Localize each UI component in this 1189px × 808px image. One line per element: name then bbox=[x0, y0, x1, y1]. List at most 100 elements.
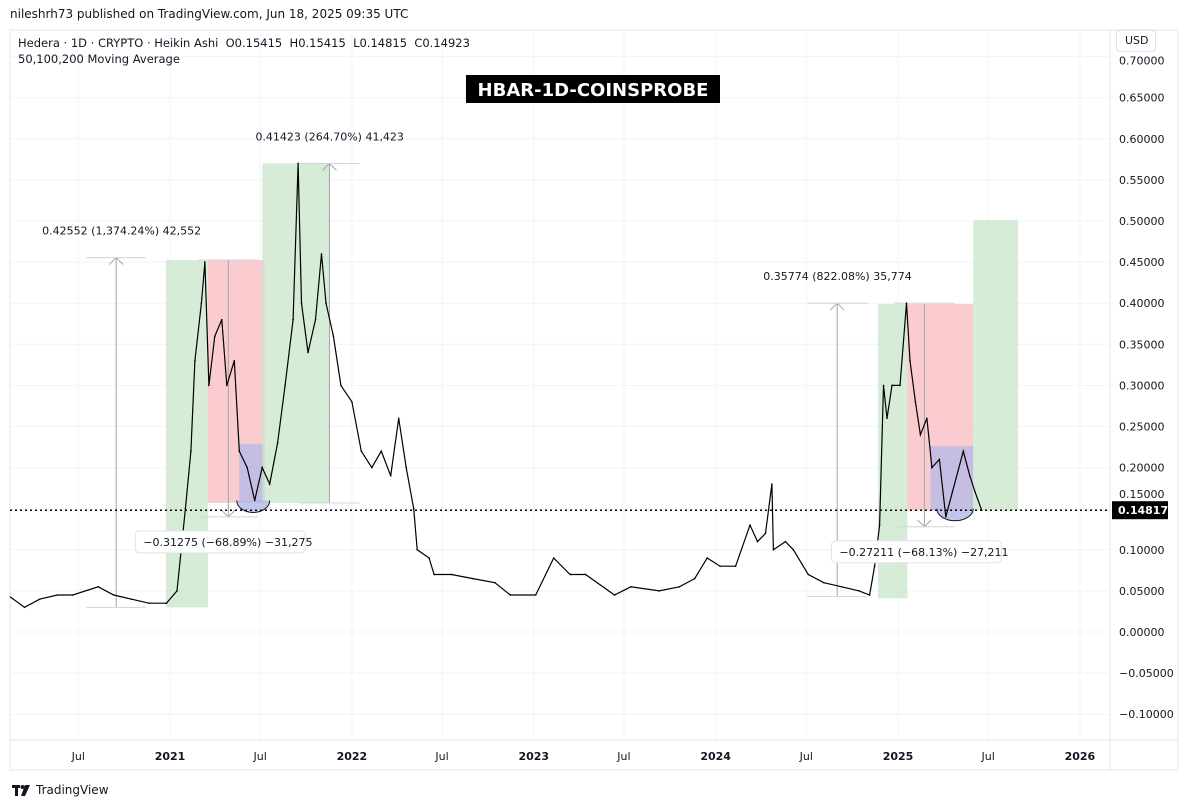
price-point bbox=[693, 577, 696, 580]
price-point bbox=[23, 606, 26, 609]
price-point bbox=[297, 162, 299, 165]
price-point bbox=[509, 594, 512, 596]
price-point bbox=[840, 585, 843, 588]
price-point bbox=[130, 598, 132, 600]
y-tick-label: 0.40000 bbox=[1119, 297, 1165, 310]
price-point bbox=[320, 253, 323, 255]
x-tick-label: Jul bbox=[71, 750, 85, 763]
price-point bbox=[749, 524, 751, 526]
current-price-label: 0.14817 bbox=[1118, 504, 1168, 517]
x-tick-label: 2024 bbox=[700, 750, 731, 763]
price-point bbox=[412, 507, 415, 510]
current-price-badge bbox=[1112, 501, 1168, 520]
y-tick-label: 0.65000 bbox=[1119, 92, 1165, 105]
drawing-box bbox=[262, 163, 330, 503]
y-tick-label: 0.10000 bbox=[1119, 544, 1165, 557]
price-point bbox=[938, 458, 941, 461]
price-point bbox=[974, 491, 977, 494]
price-point bbox=[472, 577, 474, 580]
price-point bbox=[552, 557, 555, 559]
price-point bbox=[253, 499, 256, 502]
tradingview-brand: TradingView bbox=[12, 783, 109, 797]
price-point bbox=[450, 573, 453, 576]
price-point bbox=[276, 442, 279, 444]
price-point bbox=[886, 417, 888, 420]
price-line bbox=[10, 163, 983, 609]
price-point bbox=[148, 602, 150, 605]
price-point bbox=[756, 540, 759, 543]
price-point bbox=[873, 565, 876, 568]
price-point bbox=[951, 491, 954, 494]
price-point bbox=[771, 483, 773, 485]
price-point bbox=[882, 384, 885, 387]
y-tick-label: 0.45000 bbox=[1119, 256, 1165, 269]
price-point bbox=[238, 450, 241, 452]
price-point bbox=[190, 450, 192, 452]
y-tick-label: 0.35000 bbox=[1119, 338, 1165, 351]
y-tick-label: 0.50000 bbox=[1119, 215, 1165, 228]
price-point bbox=[97, 585, 100, 588]
price-point bbox=[380, 450, 383, 452]
price-point bbox=[261, 466, 263, 469]
indicator-label[interactable]: 50,100,200 Moving Average bbox=[18, 52, 180, 66]
x-tick-label: 2026 bbox=[1065, 750, 1096, 763]
price-point bbox=[909, 359, 911, 362]
price-point bbox=[878, 524, 881, 526]
price-point bbox=[416, 549, 418, 551]
y-tick-label: 0.05000 bbox=[1119, 585, 1165, 598]
published-by: nileshrh73 published on TradingView.com,… bbox=[10, 7, 409, 21]
price-point bbox=[613, 594, 616, 596]
price-point bbox=[204, 261, 206, 263]
x-tick-label: Jul bbox=[253, 750, 267, 763]
x-tick-label: 2022 bbox=[337, 750, 368, 763]
y-tick-label: 0.25000 bbox=[1119, 421, 1165, 434]
price-point bbox=[905, 302, 908, 305]
price-point bbox=[630, 585, 632, 588]
measure-label: 0.41423 (264.70%) 41,423 bbox=[255, 130, 404, 143]
price-point bbox=[165, 602, 168, 605]
price-point bbox=[176, 590, 178, 592]
drawing-box bbox=[166, 260, 208, 608]
x-tick-label: Jul bbox=[616, 750, 630, 763]
chart-frame bbox=[9, 29, 1179, 771]
price-point bbox=[314, 318, 317, 321]
y-tick-label: 0.60000 bbox=[1119, 133, 1165, 146]
price-point bbox=[931, 466, 933, 469]
price-point bbox=[926, 417, 928, 420]
symbol-legend[interactable]: Hedera · 1D · CRYPTO · Heikin Ashi O0.15… bbox=[18, 35, 470, 67]
price-point bbox=[56, 594, 59, 596]
y-tick-label: 0.55000 bbox=[1119, 174, 1165, 187]
tradingview-logo-icon bbox=[12, 784, 30, 796]
measure-label: −0.31275 (−68.89%) −31,275 bbox=[143, 536, 312, 549]
currency-button[interactable]: USD bbox=[1116, 30, 1156, 52]
price-point bbox=[184, 507, 187, 510]
price-point bbox=[284, 384, 286, 387]
price-point bbox=[914, 401, 917, 403]
price-point bbox=[433, 573, 435, 576]
price-point bbox=[822, 581, 825, 584]
measure-label-box bbox=[134, 530, 306, 554]
price-point bbox=[292, 318, 294, 321]
price-point bbox=[899, 384, 901, 387]
price-point bbox=[300, 302, 303, 305]
price-point bbox=[569, 573, 571, 576]
x-tick-label: Jul bbox=[434, 750, 448, 763]
price-point bbox=[208, 384, 210, 387]
price-point bbox=[340, 384, 342, 387]
price-point bbox=[807, 573, 810, 576]
drawing-box bbox=[973, 220, 1019, 511]
price-point bbox=[351, 401, 353, 403]
price-point bbox=[307, 351, 309, 354]
price-point bbox=[397, 417, 400, 420]
price-point bbox=[706, 557, 708, 559]
price-point bbox=[389, 475, 392, 477]
price-point bbox=[792, 549, 795, 551]
price-point bbox=[194, 359, 196, 362]
price-point bbox=[405, 466, 407, 469]
price-point bbox=[784, 540, 787, 543]
measure-label: 0.35774 (822.08%) 35,774 bbox=[763, 270, 912, 283]
price-point bbox=[494, 581, 496, 584]
price-point bbox=[719, 565, 721, 568]
